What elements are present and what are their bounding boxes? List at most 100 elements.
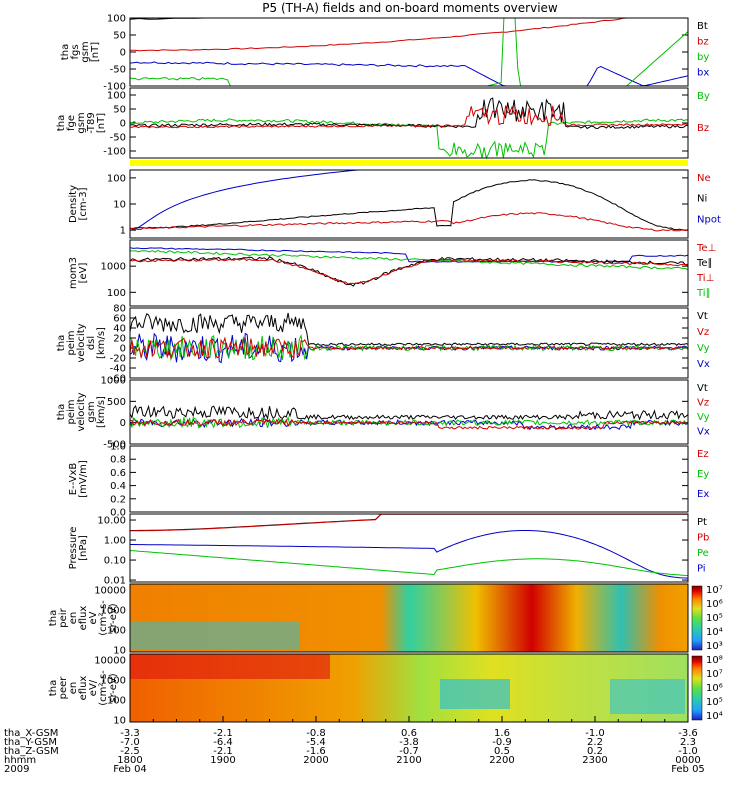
series-pi — [130, 530, 689, 579]
legend-pressure-1: Pb — [697, 533, 709, 544]
legend-peimgsm-0: Vt — [697, 383, 708, 394]
ephem-value: 2.3 — [680, 737, 696, 748]
y-tick-label: 0 — [120, 119, 126, 130]
quality-bar — [130, 160, 688, 166]
ephem-value: -1.6 — [306, 746, 326, 757]
y-tick-label: 1000 — [101, 606, 126, 617]
ylabel-line: tha — [48, 680, 59, 696]
y-tick-label: 10.00 — [97, 516, 126, 527]
y-tick-label: 0.0 — [110, 508, 126, 519]
legend-temp-3: Ti∥ — [696, 288, 711, 299]
chart-title: P5 (TH-A) fields and on-board moments ov… — [262, 1, 558, 15]
legend-efield-1: Ey — [697, 469, 709, 480]
y-tick-label: 500 — [107, 397, 126, 408]
series-vt-gsm — [129, 404, 689, 421]
y-tick-label: 80 — [113, 304, 126, 315]
y-tick-label: -500 — [103, 440, 126, 451]
y-tick-label: 0 — [120, 344, 126, 355]
ephem-value: 2300 — [582, 755, 607, 766]
y-tick-label: -20 — [110, 354, 126, 365]
y-tick-label: 0.2 — [110, 494, 126, 505]
ephem-value: 2200 — [489, 755, 514, 766]
panel-frame-fgs — [129, 17, 689, 87]
legend-efield-0: Ez — [697, 449, 709, 460]
y-tick-label: 0.6 — [110, 468, 126, 479]
legend-fge-0: By — [697, 91, 710, 102]
series-pb — [129, 513, 688, 532]
y-tick-label: 100 — [107, 14, 126, 25]
series-bz-fge — [129, 105, 689, 129]
colorbar-label: 10⁷ — [706, 669, 723, 680]
y-tick-label: -50 — [110, 65, 126, 76]
ephem-value: -7.0 — [120, 737, 140, 748]
series-ne — [129, 212, 689, 232]
ephem-value: 1.6 — [494, 728, 510, 739]
ylabel-line: dsl — [86, 336, 97, 350]
ylabel-peir: tha peir en eflux eV (cm²-s-sr-eV) — [48, 600, 119, 636]
ylabel-density: Density [cm-3] — [68, 185, 89, 223]
series-vz-gsm — [129, 418, 689, 430]
y-tick-label: 100 — [107, 696, 126, 707]
y-tick-label: -40 — [110, 364, 126, 375]
ylabel-line: [km/s] — [96, 396, 107, 428]
ylabel-temp: mom3 [eV] — [68, 257, 89, 289]
ephem-value: -5.4 — [306, 737, 326, 748]
legend-temp-2: Ti⊥ — [696, 273, 714, 284]
legend-peim-2: Vy — [697, 343, 710, 354]
ephem-value: -2.5 — [120, 746, 140, 757]
series-teperp — [129, 258, 689, 285]
ylabel-line: tha — [48, 610, 59, 626]
ylabel-line: velocity — [76, 392, 87, 431]
series-bx — [129, 61, 689, 87]
spectrogram-peer-gap — [440, 679, 510, 709]
ylabel-line: -T89 — [86, 112, 97, 134]
ephem-value: -2.1 — [213, 728, 233, 739]
ylabel-line: gsm — [80, 41, 91, 62]
y-tick-label: 100 — [107, 173, 126, 184]
y-tick-label: 10 — [113, 716, 126, 727]
ephem-value: -6.4 — [213, 737, 233, 748]
year-label: 2009 — [4, 764, 29, 775]
ephem-value: 0.2 — [587, 746, 603, 757]
ylabel-peimgsm: tha peim velocity gsm [km/s] — [56, 392, 107, 431]
colorbar-peer — [691, 655, 703, 721]
ephem-label-0: tha_X-GSM — [4, 728, 58, 739]
y-tick-label: 1.00 — [104, 536, 126, 547]
legend-density-0: Ne — [697, 173, 711, 184]
legend-pressure-2: Pe — [697, 548, 709, 559]
ylabel-line: en — [68, 682, 79, 695]
ylabel-line: en — [68, 612, 79, 625]
series-vz-dsl — [129, 336, 689, 360]
ephem-value: 1900 — [210, 755, 235, 766]
panel-frame-temp — [129, 239, 689, 307]
legend-fgs-2: by — [697, 52, 709, 63]
ephem-value: -1.0 — [678, 746, 698, 757]
ylabel-line: fgs — [70, 44, 81, 59]
ylabel-line: eflux — [78, 676, 89, 701]
y-tick-label: -50 — [110, 133, 126, 144]
ylabel-line: velocity — [76, 323, 87, 362]
panel-frame-peir — [129, 583, 689, 653]
y-tick-label: 0.8 — [110, 455, 126, 466]
ylabel-line: sr-eV) — [108, 673, 119, 702]
spectrogram-peir-lowenergy — [130, 622, 300, 650]
ephem-value: -0.7 — [399, 746, 419, 757]
y-tick-label: -100 — [103, 147, 126, 158]
y-tick-label: 1000 — [101, 676, 126, 687]
y-tick-label: 0 — [120, 418, 126, 429]
panel-frame-peimgsm — [129, 379, 689, 445]
ylabel-peim: tha peim velocity dsl [km/s] — [56, 323, 107, 362]
legend-fgs-1: bz — [697, 37, 709, 48]
legend-peim-0: Vt — [697, 311, 708, 322]
ylabel-efield: E--VxB [mV/m] — [68, 460, 89, 498]
ylabel-line: eV — [88, 611, 99, 624]
series-by — [129, 17, 689, 87]
ylabel-line: tha — [56, 115, 67, 131]
series-pe — [129, 550, 689, 576]
colorbar-label: 10⁴ — [706, 627, 723, 638]
ephem-value: -0.9 — [492, 737, 512, 748]
ylabel-line: gsm — [76, 112, 87, 133]
ephem-value: 1800 — [117, 755, 142, 766]
ylabel-line: Pressure — [68, 527, 79, 570]
